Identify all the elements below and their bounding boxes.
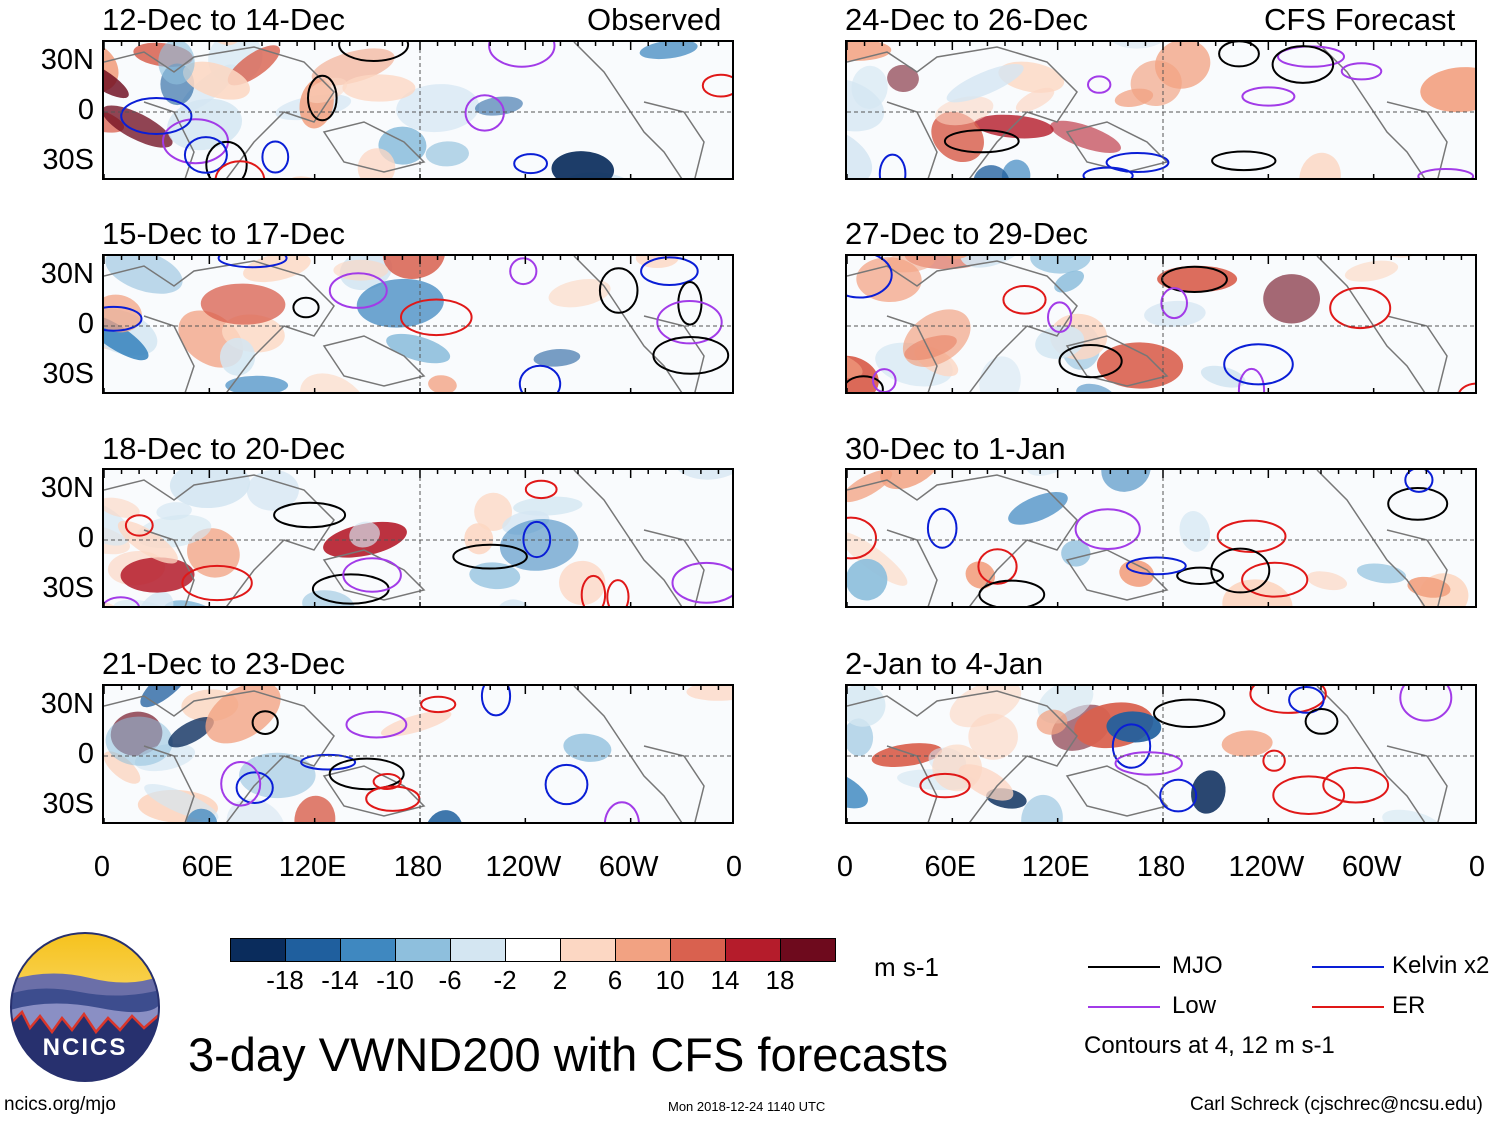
cfs-forecast-label: CFS Forecast xyxy=(1264,2,1456,37)
longitude-label: 120W xyxy=(1228,851,1305,883)
colorbar-tick-label: -6 xyxy=(438,965,462,995)
colorbar-swatch xyxy=(285,938,341,962)
panel-title: 15-Dec to 17-Dec xyxy=(102,216,345,251)
colorbar-swatch xyxy=(780,938,836,962)
colorbar-tick-label: -14 xyxy=(321,965,359,995)
longitude-label: 0 xyxy=(93,851,111,883)
panel-title: 12-Dec to 14-Dec xyxy=(102,2,345,37)
longitude-label: 60W xyxy=(598,851,659,883)
logo-text: NCICS xyxy=(42,1034,128,1061)
colorbar-swatch xyxy=(615,938,671,962)
wind-map-panel xyxy=(845,468,1477,608)
legend-line-er xyxy=(1312,1006,1384,1008)
colorbar-swatch xyxy=(560,938,616,962)
latitude-label: 30N xyxy=(40,688,94,720)
colorbar-tick-label: -18 xyxy=(266,965,304,995)
colorbar-swatch xyxy=(340,938,396,962)
colorbar-swatch xyxy=(670,938,726,962)
wind-map-panel xyxy=(845,684,1477,824)
panel-title: 2-Jan to 4-Jan xyxy=(845,646,1044,681)
panel-title: 18-Dec to 20-Dec xyxy=(102,431,345,466)
colorbar-tick-label: 18 xyxy=(765,965,795,995)
colorbar-tick-label: -2 xyxy=(493,965,517,995)
colorbar-swatch xyxy=(450,938,506,962)
longitude-label: 0 xyxy=(1468,851,1486,883)
colorbar-tick-label: 14 xyxy=(710,965,740,995)
longitude-label: 60E xyxy=(181,851,234,883)
wind-map-panel xyxy=(102,254,734,394)
colorbar-unit: m s-1 xyxy=(874,952,939,982)
colorbar-swatch xyxy=(725,938,781,962)
wind-map-panel xyxy=(102,40,734,180)
legend-label-low: Low xyxy=(1172,992,1217,1019)
legend-line-kelvin xyxy=(1312,966,1384,968)
legend-label-mjo: MJO xyxy=(1172,952,1223,979)
panel-title: 27-Dec to 29-Dec xyxy=(845,216,1088,251)
colorbar-tick-label: 10 xyxy=(655,965,685,995)
footer-url: ncics.org/mjo xyxy=(4,1094,116,1115)
panel-title: 24-Dec to 26-Dec xyxy=(845,2,1088,37)
legend-note: Contours at 4, 12 m s-1 xyxy=(1084,1032,1335,1059)
panel-title: 30-Dec to 1-Jan xyxy=(845,431,1066,466)
longitude-label: 120W xyxy=(485,851,562,883)
colorbar-tick-label: 6 xyxy=(607,965,623,995)
wind-map-panel xyxy=(845,254,1477,394)
colorbar-swatch xyxy=(230,938,286,962)
longitude-label: 60W xyxy=(1341,851,1402,883)
latitude-label: 0 xyxy=(77,94,94,126)
legend-label-kelvin: Kelvin x2 xyxy=(1392,952,1490,979)
latitude-label: 30S xyxy=(42,788,94,820)
latitude-label: 0 xyxy=(77,738,94,770)
legend-label-er: ER xyxy=(1392,992,1426,1019)
wind-map-panel xyxy=(102,684,734,824)
colorbar-tick-label: 2 xyxy=(552,965,568,995)
latitude-label: 30N xyxy=(40,258,94,290)
longitude-label: 120E xyxy=(278,851,347,883)
latitude-label: 30N xyxy=(40,44,94,76)
observed-label: Observed xyxy=(587,2,722,37)
footer-timestamp: Mon 2018-12-24 1140 UTC xyxy=(668,1099,826,1114)
colorbar-swatch xyxy=(395,938,451,962)
legend-line-low xyxy=(1088,1006,1160,1008)
colorbar-tick-label: -10 xyxy=(376,965,414,995)
latitude-label: 0 xyxy=(77,522,94,554)
longitude-label: 0 xyxy=(725,851,743,883)
wind-map-panel xyxy=(845,40,1477,180)
longitude-label: 180 xyxy=(1136,851,1186,883)
latitude-label: 0 xyxy=(77,308,94,340)
main-title: 3-day VWND200 with CFS forecasts xyxy=(188,1028,949,1081)
longitude-label: 0 xyxy=(836,851,854,883)
latitude-label: 30S xyxy=(42,358,94,390)
latitude-label: 30S xyxy=(42,572,94,604)
legend-line-mjo xyxy=(1088,966,1160,968)
longitude-label: 120E xyxy=(1021,851,1090,883)
ncics-logo: NCICS xyxy=(10,932,160,1082)
panel-title: 21-Dec to 23-Dec xyxy=(102,646,345,681)
longitude-label: 180 xyxy=(393,851,443,883)
footer-credit: Carl Schreck (cjschrec@ncsu.edu) xyxy=(1190,1094,1483,1115)
wind-map-panel xyxy=(102,468,734,608)
latitude-label: 30N xyxy=(40,472,94,504)
colorbar-swatch xyxy=(505,938,561,962)
latitude-label: 30S xyxy=(42,144,94,176)
longitude-label: 60E xyxy=(924,851,977,883)
